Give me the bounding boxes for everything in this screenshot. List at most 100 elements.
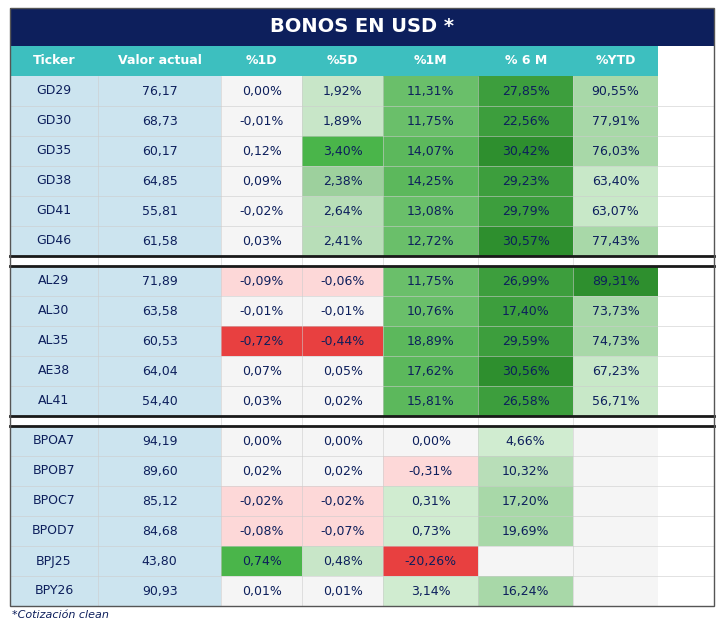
Text: 0,03%: 0,03% (242, 235, 282, 247)
Text: 0,01%: 0,01% (323, 585, 363, 597)
Bar (302, 266, 383, 296)
Text: 63,07%: 63,07% (592, 204, 639, 217)
Text: 13,08%: 13,08% (407, 204, 455, 217)
Bar (478, 386, 573, 416)
Text: 0,02%: 0,02% (323, 465, 363, 477)
Text: 61,58: 61,58 (142, 235, 177, 247)
Text: BPOC7: BPOC7 (33, 495, 75, 507)
Text: 0,12%: 0,12% (242, 144, 282, 157)
Text: 77,91%: 77,91% (592, 114, 639, 128)
Bar (383, 386, 478, 416)
Bar (10, 386, 98, 416)
Bar (573, 166, 657, 196)
Bar (573, 226, 657, 256)
Text: 1,89%: 1,89% (323, 114, 363, 128)
Bar (383, 136, 478, 166)
Text: 0,00%: 0,00% (242, 84, 282, 98)
Bar (478, 46, 573, 76)
Text: -0,07%: -0,07% (321, 525, 365, 537)
Text: 29,79%: 29,79% (502, 204, 550, 217)
Text: BPY26: BPY26 (34, 585, 74, 597)
Text: 67,23%: 67,23% (592, 364, 639, 378)
Bar (222, 106, 302, 136)
Text: 27,85%: 27,85% (502, 84, 550, 98)
Text: -0,01%: -0,01% (321, 305, 365, 318)
Text: GD35: GD35 (36, 144, 72, 157)
Text: 19,69%: 19,69% (502, 525, 550, 537)
Text: 22,56%: 22,56% (502, 114, 550, 128)
Bar (383, 326, 478, 356)
Text: 11,75%: 11,75% (407, 275, 455, 288)
Text: 16,24%: 16,24% (502, 585, 550, 597)
Bar (478, 296, 573, 326)
Bar (98, 106, 222, 136)
Text: %1M: %1M (414, 54, 447, 68)
Text: 0,03%: 0,03% (242, 394, 282, 408)
Bar (302, 516, 383, 546)
Text: -0,01%: -0,01% (240, 114, 284, 128)
Bar (10, 516, 98, 546)
Bar (302, 226, 383, 256)
Text: -0,08%: -0,08% (240, 525, 284, 537)
Text: 11,75%: 11,75% (407, 114, 455, 128)
Text: *Cotización clean: *Cotización clean (12, 610, 109, 620)
Text: -0,02%: -0,02% (240, 204, 284, 217)
Bar (478, 106, 573, 136)
Bar (10, 576, 98, 606)
Text: GD38: GD38 (36, 174, 72, 187)
Bar (302, 456, 383, 486)
Text: %YTD: %YTD (595, 54, 636, 68)
Text: AE38: AE38 (38, 364, 70, 378)
Text: -0,02%: -0,02% (321, 495, 365, 507)
Bar (573, 386, 657, 416)
Bar (478, 326, 573, 356)
Bar (302, 356, 383, 386)
Text: GD29: GD29 (36, 84, 72, 98)
Text: 94,19: 94,19 (142, 435, 177, 447)
Bar (98, 516, 222, 546)
Text: 89,31%: 89,31% (592, 275, 639, 288)
Bar (302, 166, 383, 196)
Bar (383, 266, 478, 296)
Text: 17,40%: 17,40% (502, 305, 550, 318)
Bar (302, 196, 383, 226)
Text: 76,17: 76,17 (142, 84, 177, 98)
Bar (10, 8, 714, 46)
Text: 64,85: 64,85 (142, 174, 177, 187)
Text: 0,01%: 0,01% (242, 585, 282, 597)
Bar (302, 76, 383, 106)
Bar (222, 576, 302, 606)
Bar (573, 46, 657, 76)
Bar (98, 226, 222, 256)
Bar (10, 266, 98, 296)
Bar (302, 296, 383, 326)
Text: 1,92%: 1,92% (323, 84, 363, 98)
Bar (222, 546, 302, 576)
Bar (478, 226, 573, 256)
Bar (302, 136, 383, 166)
Text: 26,99%: 26,99% (502, 275, 550, 288)
Bar (10, 326, 98, 356)
Bar (222, 326, 302, 356)
Bar (478, 576, 573, 606)
Bar (302, 386, 383, 416)
Text: 2,64%: 2,64% (323, 204, 363, 217)
Bar (10, 166, 98, 196)
Text: 3,40%: 3,40% (323, 144, 363, 157)
Text: BPOA7: BPOA7 (33, 435, 75, 447)
Text: GD46: GD46 (36, 235, 72, 247)
Text: 64,04: 64,04 (142, 364, 177, 378)
Bar (383, 486, 478, 516)
Bar (10, 456, 98, 486)
Text: 43,80: 43,80 (142, 555, 177, 567)
Text: %5D: %5D (327, 54, 358, 68)
Text: 2,38%: 2,38% (323, 174, 363, 187)
Bar (98, 136, 222, 166)
Bar (383, 46, 478, 76)
Text: 56,71%: 56,71% (592, 394, 639, 408)
Text: 0,02%: 0,02% (323, 394, 363, 408)
Text: BONOS EN USD *: BONOS EN USD * (270, 17, 454, 36)
Bar (573, 356, 657, 386)
Text: 29,23%: 29,23% (502, 174, 550, 187)
Bar (222, 136, 302, 166)
